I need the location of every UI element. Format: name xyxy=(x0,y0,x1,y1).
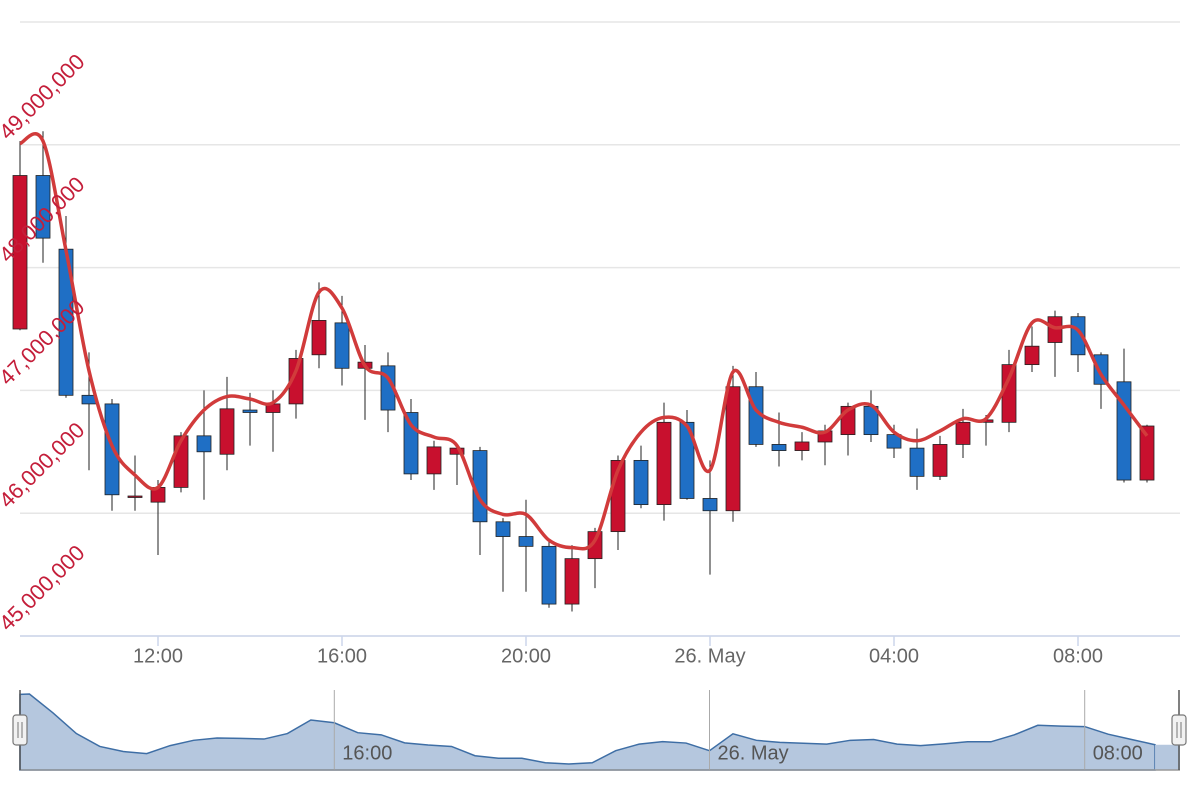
candle-body xyxy=(311,320,327,356)
navigator: 16:00 26. May 08:00 xyxy=(12,690,1187,771)
navigator-label: 16:00 xyxy=(342,742,392,764)
candle-body xyxy=(334,322,350,369)
navigator-handle[interactable] xyxy=(12,714,28,746)
x-tick-label: 12:00 xyxy=(133,645,183,667)
candle-body xyxy=(955,421,971,445)
candle-body xyxy=(518,536,534,547)
y-tick-label: 49,000,000 xyxy=(0,49,90,145)
candle-body xyxy=(541,545,557,605)
candle-body xyxy=(1001,364,1017,423)
candle-body xyxy=(127,495,143,498)
candle-body xyxy=(288,358,304,405)
navigator-label: 26. May xyxy=(718,742,789,764)
candle-body xyxy=(426,446,442,475)
candle-body xyxy=(886,434,902,449)
candle-body xyxy=(219,408,235,455)
y-tick-label: 45,000,000 xyxy=(0,540,90,636)
navigator-label: 08:00 xyxy=(1093,742,1143,764)
candle-body xyxy=(12,175,28,330)
candle-body xyxy=(679,421,695,499)
candle-body xyxy=(909,447,925,477)
x-tick-label: 26. May xyxy=(674,645,745,667)
candle-body xyxy=(656,421,672,506)
candle-body xyxy=(1024,345,1040,366)
candle-body xyxy=(196,435,212,453)
candle-body xyxy=(771,444,787,451)
candle-body xyxy=(587,531,603,560)
x-tick-label: 20:00 xyxy=(501,645,551,667)
candle-body xyxy=(1047,316,1063,343)
candle-body xyxy=(495,521,511,537)
candle-body xyxy=(1139,425,1155,481)
candle-body xyxy=(932,444,948,477)
x-tick-label: 08:00 xyxy=(1053,645,1103,667)
x-tick-label: 04:00 xyxy=(869,645,919,667)
x-tick-label: 16:00 xyxy=(317,645,367,667)
candle-body xyxy=(242,409,258,413)
candle-body xyxy=(794,441,810,451)
navigator-area xyxy=(19,693,1156,771)
candle-body xyxy=(633,459,649,506)
candle-body xyxy=(564,558,580,605)
candle-body xyxy=(1116,381,1132,481)
candle-body xyxy=(725,386,741,512)
candle-body xyxy=(35,175,51,239)
y-tick-label: 46,000,000 xyxy=(0,417,90,513)
line-series xyxy=(19,132,1149,551)
navigator-fill-end xyxy=(1155,744,1180,770)
candle-body xyxy=(702,498,718,512)
navigator-handle[interactable] xyxy=(1171,714,1187,746)
